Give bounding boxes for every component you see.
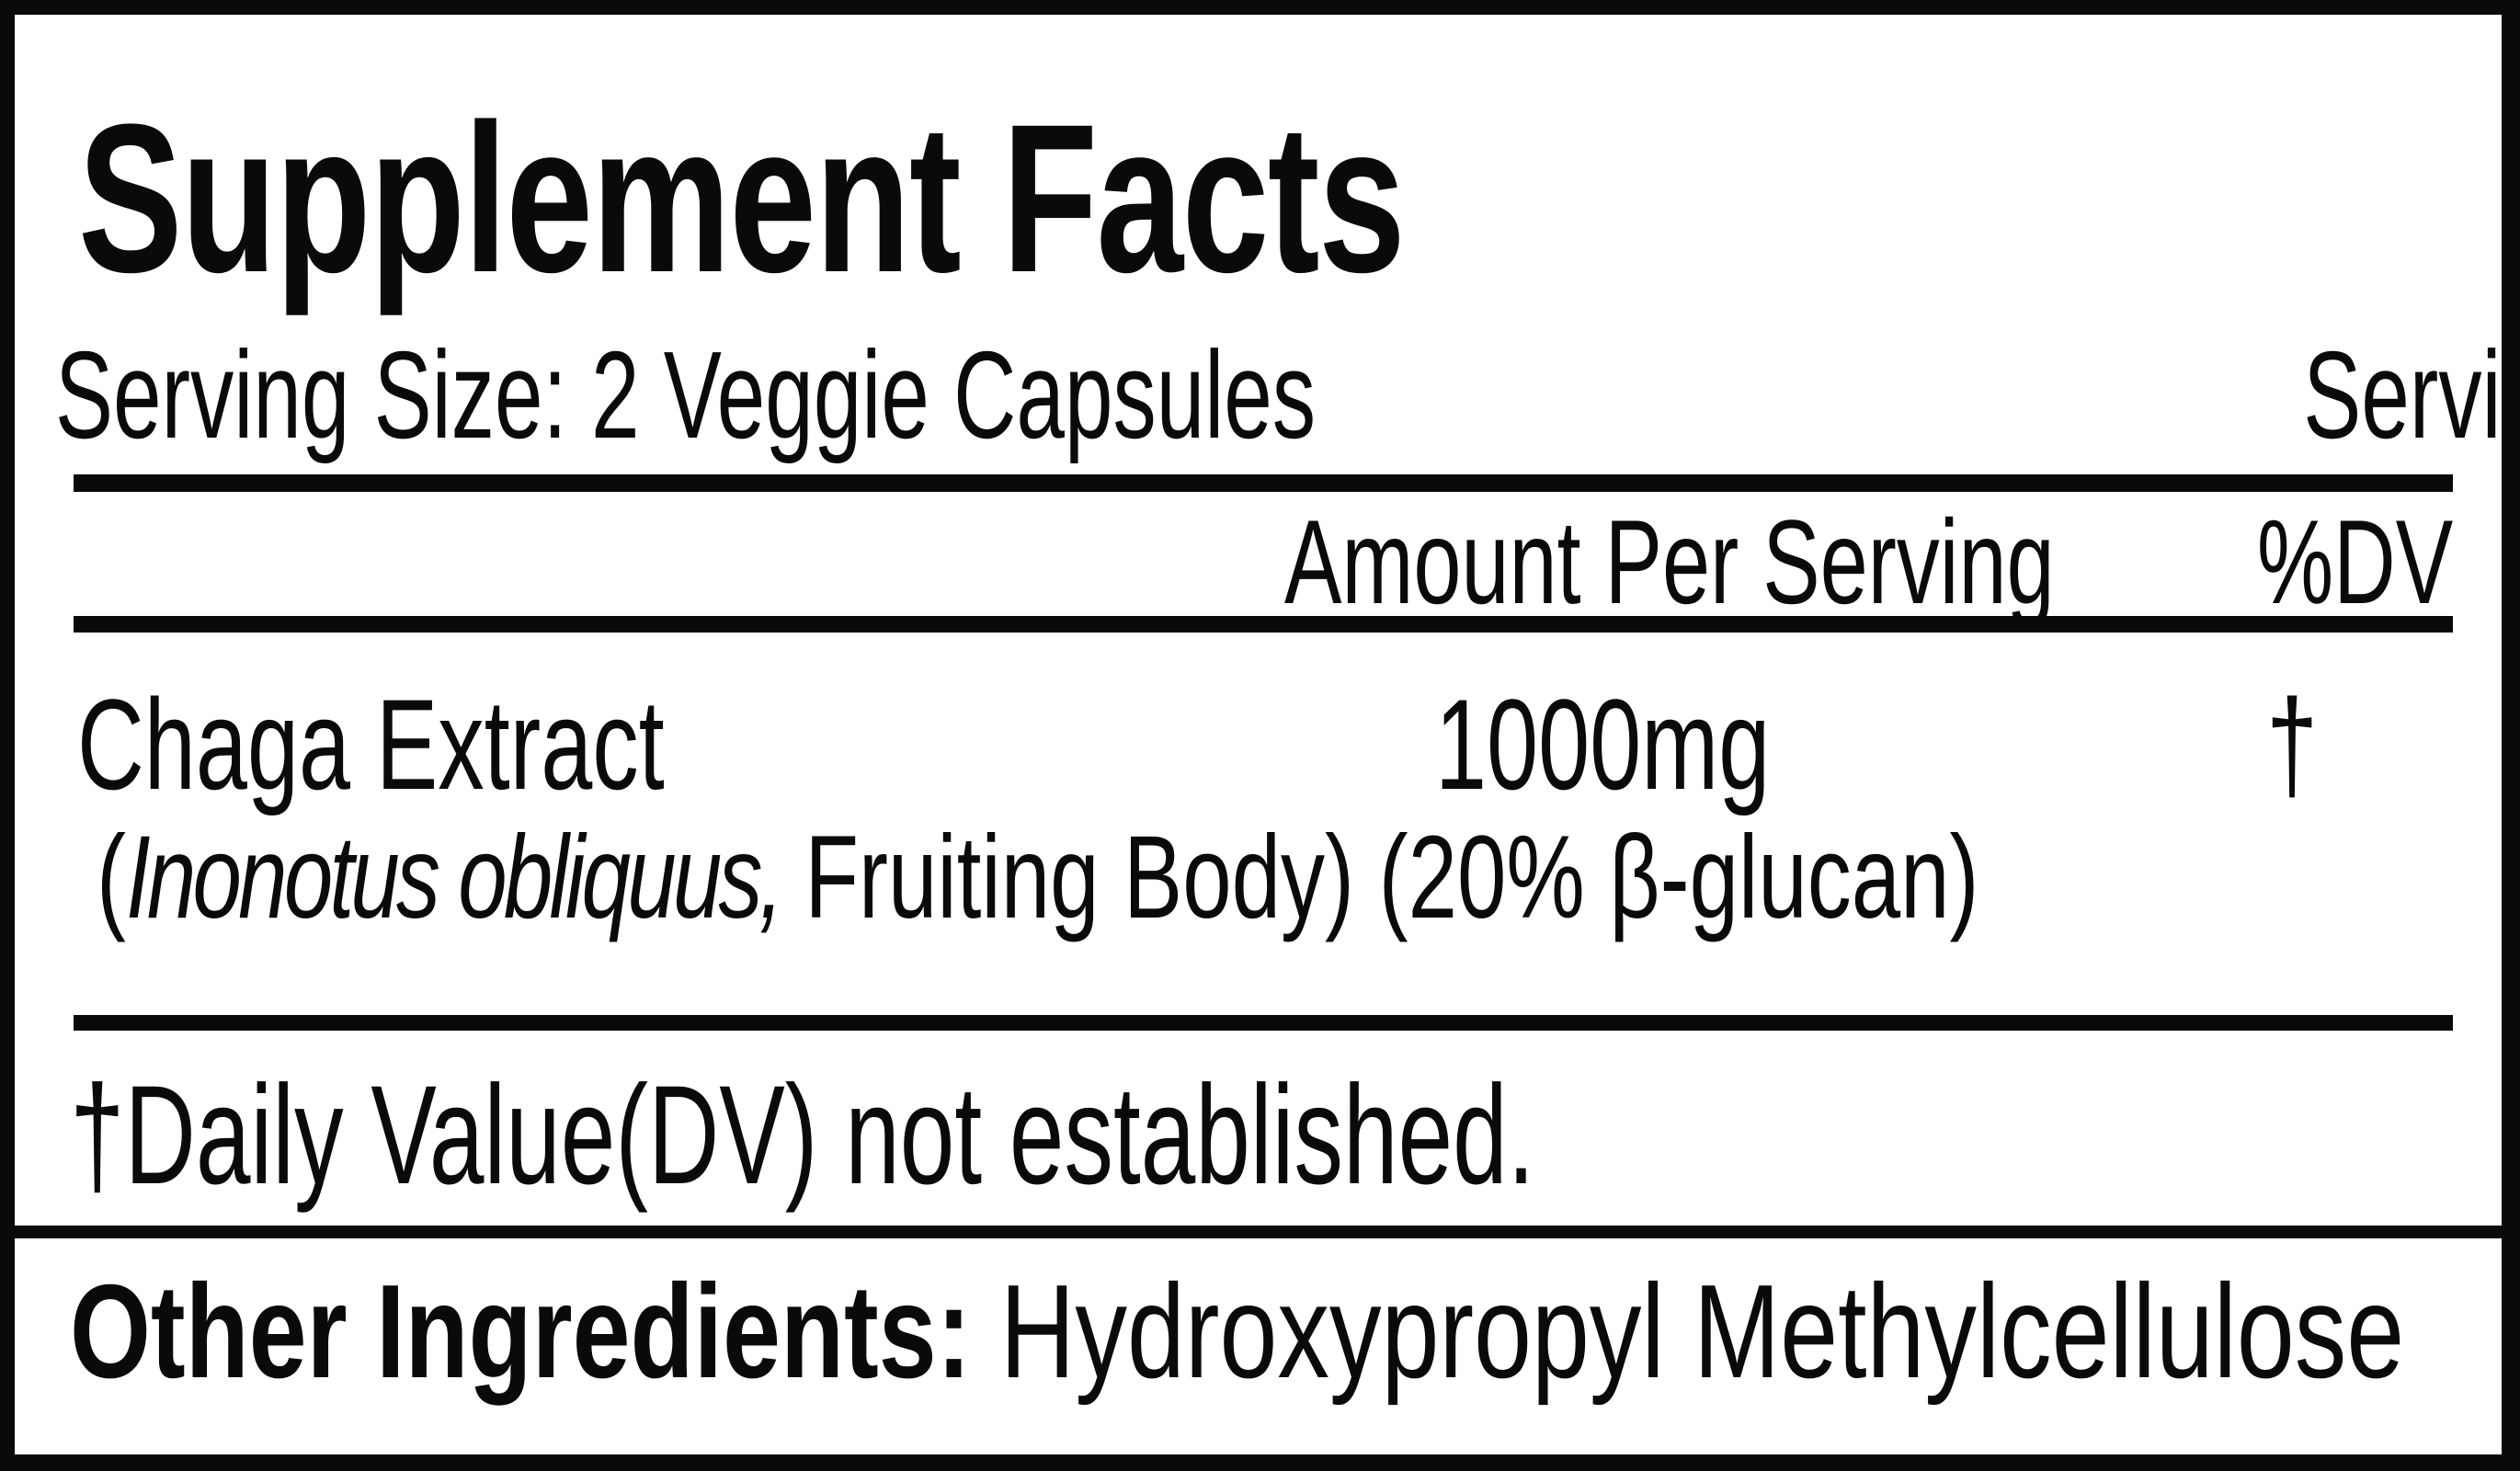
panel-content: Supplement Facts Serving Size: 2 Veggie … (55, 15, 2520, 1454)
label-panel: Supplement Facts Serving Size: 2 Veggie … (15, 15, 2520, 1454)
other-ingredients-value: Hydroxypropyl Methylcellulose (971, 1257, 2405, 1406)
ingredient-dv-dagger: † (2266, 672, 2319, 816)
ingredient-row: Chaga Extract 1000mg † (74, 680, 2453, 809)
ingredient-name: Chaga Extract (77, 672, 665, 816)
panel-title-text: Supplement Facts (78, 80, 1406, 316)
detail-open-paren: ( (97, 812, 126, 943)
amount-per-serving-header: Amount Per Serving (1284, 495, 2055, 629)
ingredient-amount: 1000mg (1435, 672, 1771, 816)
dv-footnote: †Daily Value(DV) not established. (70, 1065, 2162, 1205)
dv-footnote-text: †Daily Value(DV) not established. (70, 1056, 1535, 1214)
ingredient-detail-text: (Inonotus obliquus, Fruiting Body) (20% … (97, 819, 1978, 937)
ingredient-detail-row: (Inonotus obliquus, Fruiting Body) (20% … (97, 819, 2520, 937)
ingredient-detail-rest: Fruiting Body) (20% β-glucan) (780, 812, 1979, 943)
other-ingredients-row: Other Ingredients: Hydroxypropyl Methylc… (70, 1265, 2520, 1398)
section-divider (15, 1226, 2502, 1238)
other-ingredients-text: Other Ingredients: Hydroxypropyl Methylc… (70, 1265, 2404, 1398)
serving-row: Serving Size: 2 Veggie Capsules Servings… (55, 325, 2520, 464)
percent-dv-header: %DV (2256, 495, 2453, 629)
rule-top-thick (74, 474, 2453, 492)
column-header-row: Amount Per Serving %DV (74, 502, 2453, 621)
panel-title: Supplement Facts (78, 93, 1870, 304)
rule-below-header (74, 616, 2453, 633)
other-ingredients-label: Other Ingredients: (70, 1257, 972, 1406)
rule-bottom-thick (74, 1015, 2453, 1031)
ingredient-latin-name: Inonotus obliquus, (125, 812, 784, 943)
servings-per-container-text: Servings Per Container: 45 (2302, 325, 2520, 464)
serving-size-text: Serving Size: 2 Veggie Capsules (55, 325, 1317, 464)
